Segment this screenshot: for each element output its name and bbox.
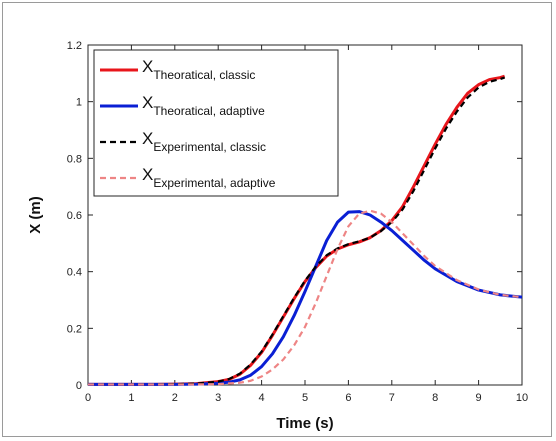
legend-subscript: Theoratical, adaptive	[153, 104, 265, 118]
x-tick-label: 2	[172, 392, 178, 404]
y-tick-label: 1.2	[67, 40, 82, 52]
y-axis-ticks: 0 0.2 0.4 0.6 0.8 1 1.2	[67, 40, 522, 392]
x-tick-label: 9	[476, 392, 482, 404]
legend-subscript: Theoratical, classic	[153, 68, 255, 82]
legend-symbol: X	[142, 93, 153, 112]
x-tick-label: 3	[215, 392, 221, 404]
legend-symbol: X	[142, 165, 153, 184]
legend-entry-3: XExperimental, classic	[142, 129, 266, 154]
x-tick-label: 7	[389, 392, 395, 404]
series-line-4	[88, 209, 523, 386]
legend-entry-1: XTheoratical, classic	[142, 57, 255, 82]
y-tick-label: 1	[76, 97, 82, 109]
x-tick-label: 4	[259, 392, 265, 404]
x-tick-label: 10	[516, 392, 528, 404]
legend-subscript: Experimental, classic	[153, 140, 266, 154]
x-tick-label: 6	[345, 392, 351, 404]
y-tick-label: 0.8	[67, 153, 82, 165]
x-tick-label: 8	[432, 392, 438, 404]
legend-box	[93, 49, 339, 197]
y-tick-label: 0	[76, 380, 82, 392]
x-axis-label: Time (s)	[276, 415, 333, 432]
legend-symbol: X	[142, 129, 153, 148]
series-lines	[88, 74, 523, 386]
y-tick-label: 0.6	[67, 210, 82, 222]
y-tick-label: 0.2	[67, 323, 82, 335]
legend-entry-4: XExperimental, adaptive	[142, 165, 276, 190]
x-tick-label: 1	[128, 392, 134, 404]
x-tick-label: 0	[85, 392, 91, 404]
series-line-3	[88, 76, 505, 386]
y-tick-label: 0.4	[67, 267, 82, 279]
legend-entry-2: XTheoratical, adaptive	[142, 93, 265, 118]
x-tick-label: 5	[302, 392, 308, 404]
y-axis-label: X (m)	[27, 196, 44, 234]
legend-subscript: Experimental, adaptive	[153, 176, 275, 190]
legend-symbol: X	[142, 57, 153, 76]
